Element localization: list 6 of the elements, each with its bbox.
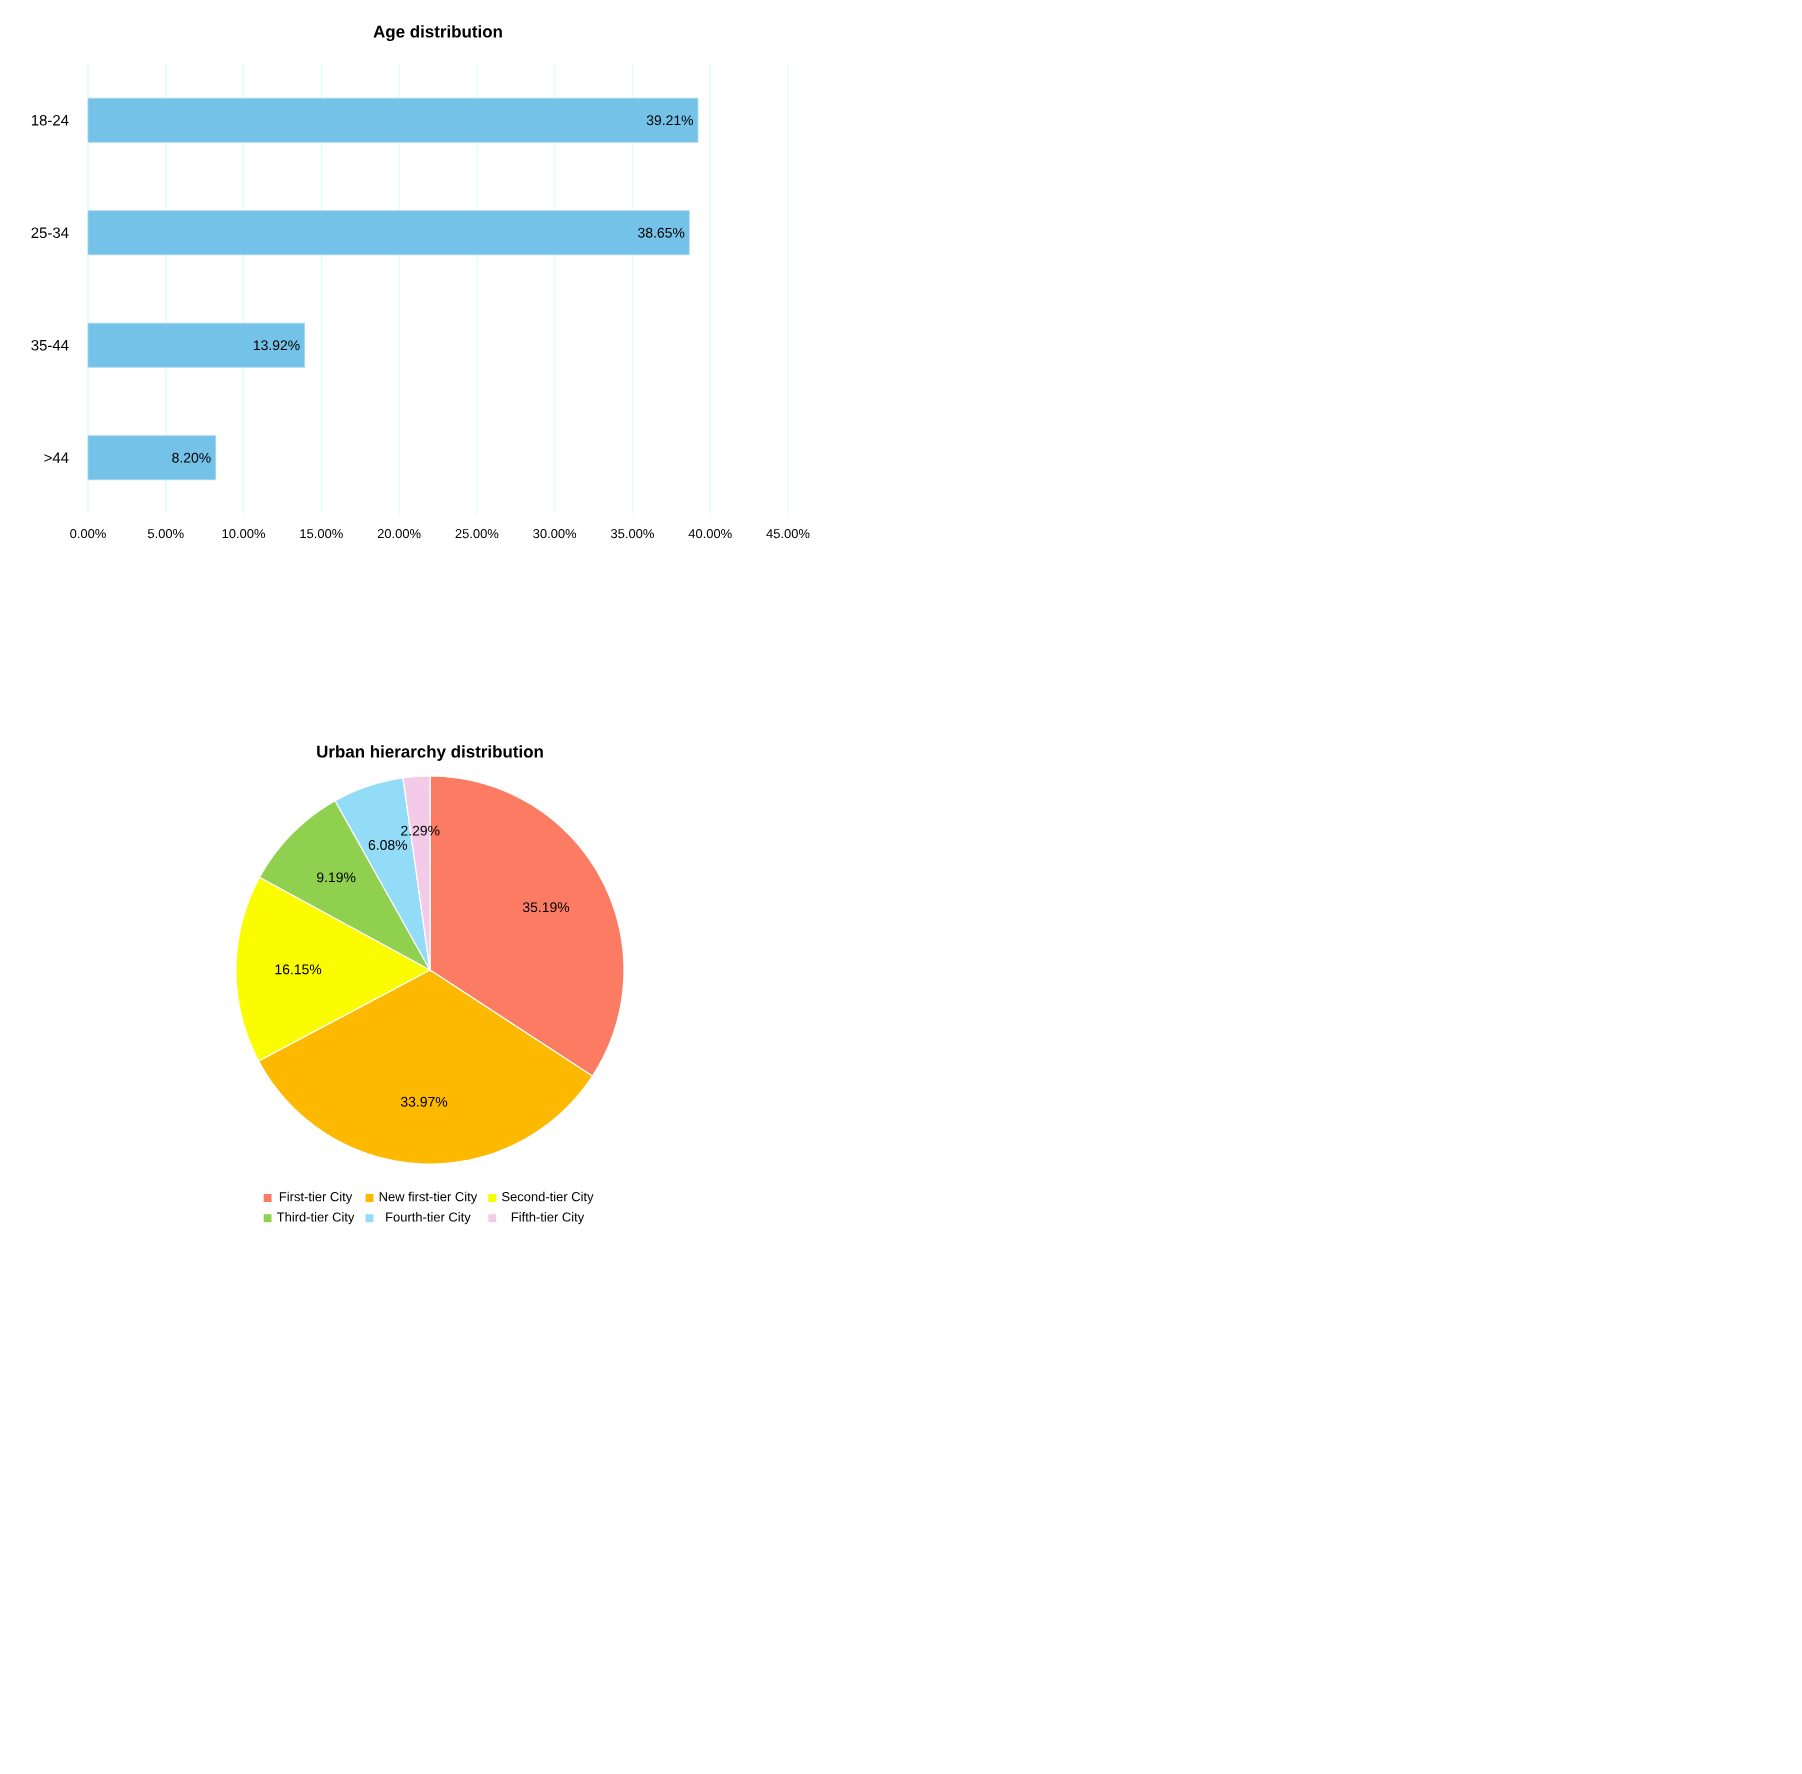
bar bbox=[87, 322, 305, 368]
chart-title: Age distribution bbox=[373, 25, 502, 42]
chart-title: Urban hierarchy distribution bbox=[317, 745, 543, 761]
bar bbox=[87, 97, 699, 143]
bar bbox=[87, 435, 216, 481]
bar bbox=[87, 210, 690, 256]
